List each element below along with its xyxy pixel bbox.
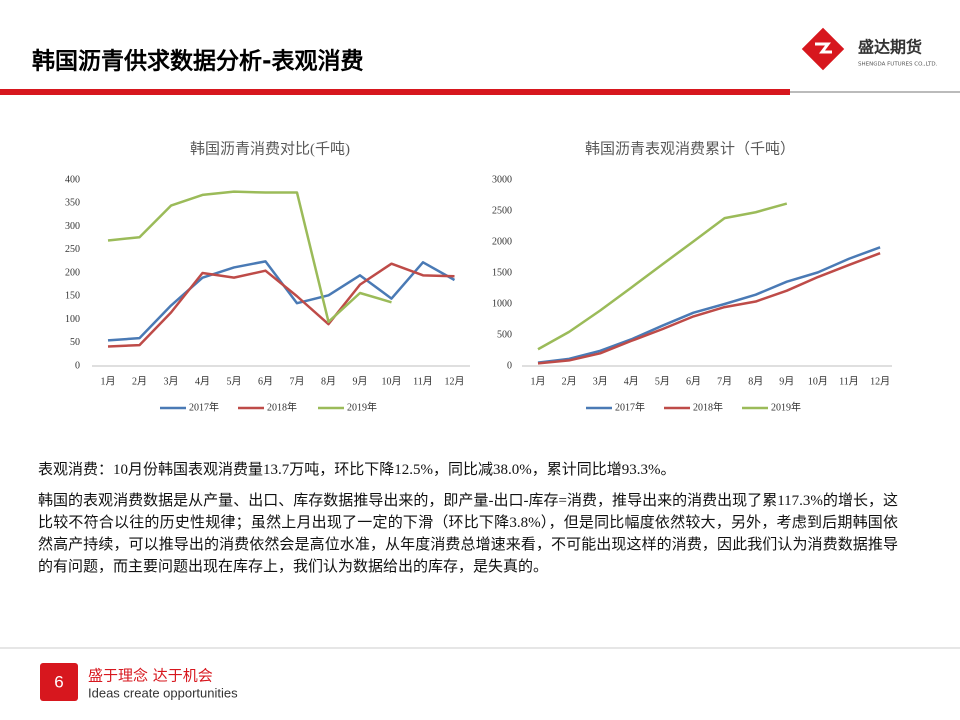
x-tick-label: 1月 xyxy=(531,375,546,387)
y-tick-label: 100 xyxy=(65,314,80,325)
legend-label: 2017年 xyxy=(615,400,645,413)
x-tick-label: 11月 xyxy=(839,375,859,387)
series-line xyxy=(537,246,881,364)
series-line xyxy=(537,251,881,365)
x-tick-label: 5月 xyxy=(655,375,670,387)
series-line xyxy=(107,190,392,324)
y-tick-label: 400 xyxy=(65,174,80,185)
page-number: 6 xyxy=(54,672,63,691)
y-tick-label: 200 xyxy=(65,267,80,278)
y-tick-label: 350 xyxy=(65,198,80,209)
x-tick-label: 2月 xyxy=(132,375,147,387)
logo-subtitle: SHENGDA FUTURES CO.,LTD. xyxy=(858,62,938,68)
y-tick-label: 2000 xyxy=(492,236,512,247)
page-box xyxy=(40,663,78,701)
x-tick-label: 7月 xyxy=(717,375,732,387)
paragraph: 表观消费：10月份韩国表观消费量13.7万吨，环比下降12.5%，同比减38.0… xyxy=(38,462,676,478)
x-tick-label: 4月 xyxy=(195,375,210,387)
chart-title: 韩国沥青消费对比(千吨) xyxy=(190,140,350,157)
x-tick-label: 10月 xyxy=(382,375,402,387)
x-tick-label: 3月 xyxy=(164,375,179,387)
y-tick-label: 50 xyxy=(70,337,80,348)
x-tick-label: 8月 xyxy=(748,375,763,387)
slide-title: 韩国沥青供求数据分析-表观消费 xyxy=(32,48,364,75)
series-line xyxy=(537,202,788,351)
y-tick-label: 300 xyxy=(65,221,80,232)
x-tick-label: 12月 xyxy=(445,375,465,387)
logo-name: 盛达期货 xyxy=(858,38,922,57)
legend-label: 2019年 xyxy=(771,400,801,413)
y-tick-label: 3000 xyxy=(492,174,512,185)
header-rule xyxy=(790,91,960,93)
series-line xyxy=(107,260,456,342)
paragraph: 韩国的表观消费数据是从产量、出口、库存数据推导出来的，即产量-出口-库存=消费，… xyxy=(38,493,898,575)
x-tick-label: 7月 xyxy=(290,375,305,387)
y-tick-label: 500 xyxy=(497,329,512,340)
x-tick-label: 1月 xyxy=(101,375,116,387)
y-tick-label: 1500 xyxy=(492,267,512,278)
x-tick-label: 9月 xyxy=(353,375,368,387)
slogan: 盛于理念 达于机会 xyxy=(88,667,213,685)
x-tick-label: 8月 xyxy=(321,375,336,387)
legend-label: 2019年 xyxy=(347,400,377,413)
x-tick-label: 9月 xyxy=(779,375,794,387)
y-tick-label: 0 xyxy=(75,360,80,371)
x-tick-label: 2月 xyxy=(562,375,577,387)
x-tick-label: 6月 xyxy=(258,375,273,387)
legend-label: 2018年 xyxy=(693,400,723,413)
x-tick-label: 6月 xyxy=(686,375,701,387)
y-tick-label: 250 xyxy=(65,244,80,255)
y-tick-label: 0 xyxy=(507,360,512,371)
x-tick-label: 5月 xyxy=(227,375,242,387)
x-tick-label: 12月 xyxy=(870,375,890,387)
y-tick-label: 2500 xyxy=(492,205,512,216)
x-tick-label: 3月 xyxy=(593,375,608,387)
slogan-en: Ideas create opportunities xyxy=(88,685,238,700)
y-tick-label: 150 xyxy=(65,291,80,302)
legend-label: 2018年 xyxy=(267,400,297,413)
logo-mark xyxy=(801,27,845,71)
chart-title: 韩国沥青表观消费累计（千吨） xyxy=(585,140,795,157)
series-line xyxy=(107,262,455,348)
legend-label: 2017年 xyxy=(189,400,219,413)
y-tick-label: 1000 xyxy=(492,298,512,309)
x-tick-label: 4月 xyxy=(624,375,639,387)
x-tick-label: 10月 xyxy=(808,375,828,387)
x-tick-label: 11月 xyxy=(413,375,433,387)
header-bar xyxy=(0,89,790,95)
